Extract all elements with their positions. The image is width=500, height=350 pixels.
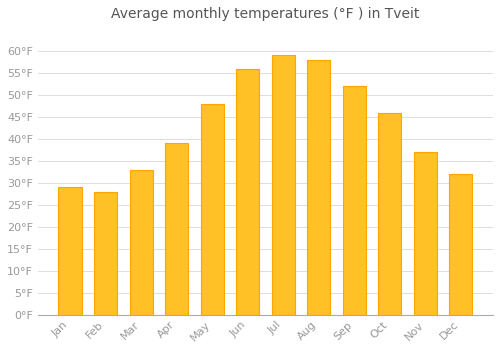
Bar <box>165 144 188 315</box>
Bar <box>94 192 117 315</box>
Title: Average monthly temperatures (°F ) in Tveit: Average monthly temperatures (°F ) in Tv… <box>111 7 420 21</box>
Bar <box>450 174 472 315</box>
Bar <box>272 55 294 315</box>
Bar <box>130 170 152 315</box>
Bar <box>58 187 82 315</box>
Bar <box>200 104 224 315</box>
Bar <box>236 69 259 315</box>
Bar <box>342 86 366 315</box>
Bar <box>307 60 330 315</box>
Bar <box>414 152 437 315</box>
Bar <box>378 113 402 315</box>
